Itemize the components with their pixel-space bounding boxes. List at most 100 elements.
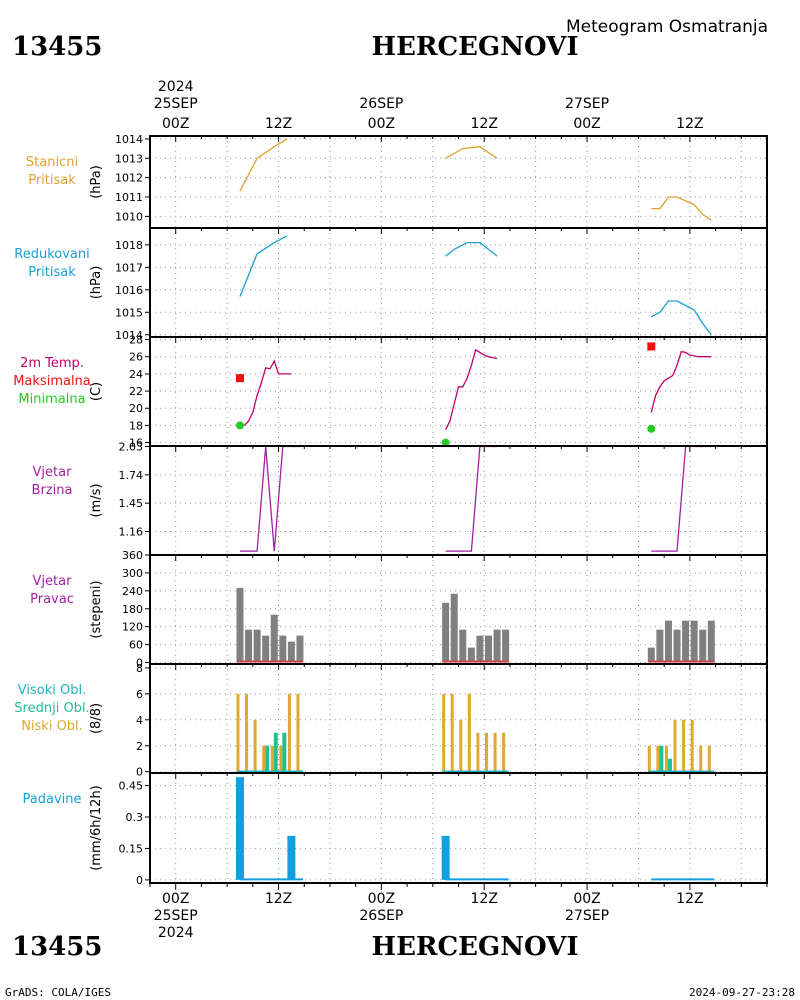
- cloud-low-bar: [647, 745, 651, 772]
- y-tick-label: 240: [122, 585, 143, 598]
- y-tick-label: 60: [129, 639, 143, 652]
- panel-label: Pritisak: [28, 173, 76, 188]
- y-axis-label: (8/8): [89, 703, 104, 734]
- bottom-time-axis: 00Z 12Z 00Z 12Z 00Z 12Z 25SEP 26SEP 27SEP 2024: [149, 883, 768, 941]
- bottom-hour-label: 00Z: [573, 891, 600, 907]
- panel-label: Padavine: [23, 792, 82, 807]
- wind-direction-bar: [253, 629, 261, 663]
- y-tick-label: 1012: [115, 172, 143, 185]
- panel-label: Niski Obl.: [21, 719, 83, 734]
- station-id: 13455: [12, 32, 102, 62]
- y-tick-label: 1.74: [119, 469, 144, 482]
- y-tick-label: 0: [136, 657, 143, 670]
- wind-direction-bar: [707, 620, 715, 663]
- cloud-low-bar: [450, 693, 454, 772]
- wind-direction-bar: [442, 602, 450, 663]
- panel-label: Pravac: [30, 592, 74, 607]
- cloud-mid-bar: [667, 758, 672, 772]
- cloud-mid-bar: [273, 732, 278, 772]
- y-axis-label: (mm/6h/12h): [89, 785, 104, 871]
- y-tick-label: 360: [122, 549, 143, 562]
- y-axis-label: (m/s): [89, 484, 104, 518]
- panel-frame: [149, 445, 768, 556]
- wind-direction-bar: [262, 635, 270, 663]
- wind-direction-bar: [236, 587, 244, 663]
- bottom-date-label: 26SEP: [359, 908, 403, 924]
- series-line-pressure: [239, 138, 288, 192]
- footer-right: 2024-09-27-23:28: [689, 986, 795, 999]
- cloud-low-bar: [664, 745, 668, 772]
- y-tick-label: 24: [129, 368, 143, 381]
- panel-label: Stanicni: [26, 155, 78, 170]
- series-line-temperature: [445, 348, 498, 430]
- y-tick-label: 26: [129, 351, 143, 364]
- y-axis-label: (hPa): [89, 165, 104, 199]
- series-line-reduced: [239, 235, 288, 297]
- wind-direction-bar: [279, 635, 287, 663]
- y-tick-label: 1017: [115, 261, 143, 274]
- wind-direction-bar: [450, 593, 458, 663]
- tmin-marker: [235, 421, 244, 430]
- series-line-wind_speed: [445, 445, 498, 552]
- y-tick-label: 1.16: [119, 526, 144, 539]
- y-tick-label: 0.15: [119, 842, 144, 855]
- series-line-reduced: [445, 241, 498, 257]
- y-tick-label: 2: [136, 740, 143, 753]
- panel-temperature: 16 18 20 22 24 26 28 (C) 2m Temp. Maksimalna Minim…: [13, 334, 768, 450]
- precip-bar: [235, 777, 244, 880]
- cloud-mid-bar: [265, 745, 270, 772]
- cloud-low-bar: [270, 745, 274, 772]
- series-line-wind_speed: [651, 445, 712, 552]
- bottom-hour-label: 12Z: [265, 891, 292, 907]
- top-year-label: 2024: [158, 79, 194, 95]
- series-line-pressure: [445, 146, 498, 159]
- y-tick-label: 1014: [115, 329, 143, 342]
- panel-label: Srednji Obl.: [14, 701, 89, 716]
- bottom-date-label: 27SEP: [565, 908, 609, 924]
- cloud-low-bar: [690, 719, 694, 772]
- cloud-low-bar: [287, 693, 291, 772]
- panel-frame: [149, 227, 768, 338]
- wind-direction-bar: [699, 629, 707, 663]
- y-tick-label: 1014: [115, 133, 143, 146]
- tmin-marker: [647, 424, 656, 433]
- wind-direction-bar: [270, 614, 278, 663]
- wind-direction-bar: [296, 635, 304, 663]
- y-axis-label: (stepeni): [89, 580, 104, 638]
- wind-direction-bar: [467, 647, 475, 663]
- chart-subtitle: Meteogram Osmatranja: [566, 17, 768, 37]
- cloud-low-bar: [656, 745, 660, 772]
- panel-label: Minimalna: [18, 392, 85, 407]
- y-tick-label: 22: [129, 385, 143, 398]
- footer-left: GrADS: COLA/IGES: [5, 986, 111, 999]
- y-tick-label: 1.45: [119, 497, 144, 510]
- y-tick-label: 120: [122, 621, 143, 634]
- y-axis-label: (C): [89, 382, 104, 401]
- y-tick-label: 300: [122, 567, 143, 580]
- bottom-year-label: 2024: [158, 925, 194, 941]
- wind-direction-bar: [647, 647, 655, 663]
- wind-direction-bar: [690, 620, 698, 663]
- wind-direction-bar: [476, 635, 484, 663]
- series-line-pressure: [651, 196, 712, 221]
- cloud-low-bar: [279, 745, 283, 772]
- bottom-hour-label: 12Z: [676, 891, 703, 907]
- y-tick-label: 2.03: [119, 440, 144, 453]
- wind-direction-bar: [287, 641, 295, 663]
- top-hour-label: 00Z: [162, 116, 189, 132]
- y-tick-label: 8: [136, 662, 143, 675]
- panel-wind_dir: 0 60 120 180 240 300 360 (stepeni) Vjetar Pravac: [30, 549, 768, 670]
- bottom-station-name: HERCEGNOVI: [372, 932, 579, 962]
- cloud-low-bar: [476, 732, 480, 772]
- panel-label: Brzina: [32, 483, 73, 498]
- panel-label: Vjetar: [33, 574, 73, 589]
- wind-direction-bar: [493, 629, 501, 663]
- cloud-low-bar: [459, 719, 463, 772]
- cloud-mid-bar: [659, 745, 664, 772]
- series-line-temperature: [243, 359, 292, 426]
- wind-direction-bar: [502, 629, 510, 663]
- wind-direction-bar: [656, 629, 664, 663]
- top-hour-label: 00Z: [368, 116, 395, 132]
- wind-direction-bar: [459, 629, 467, 663]
- bottom-station-id: 13455: [12, 932, 102, 962]
